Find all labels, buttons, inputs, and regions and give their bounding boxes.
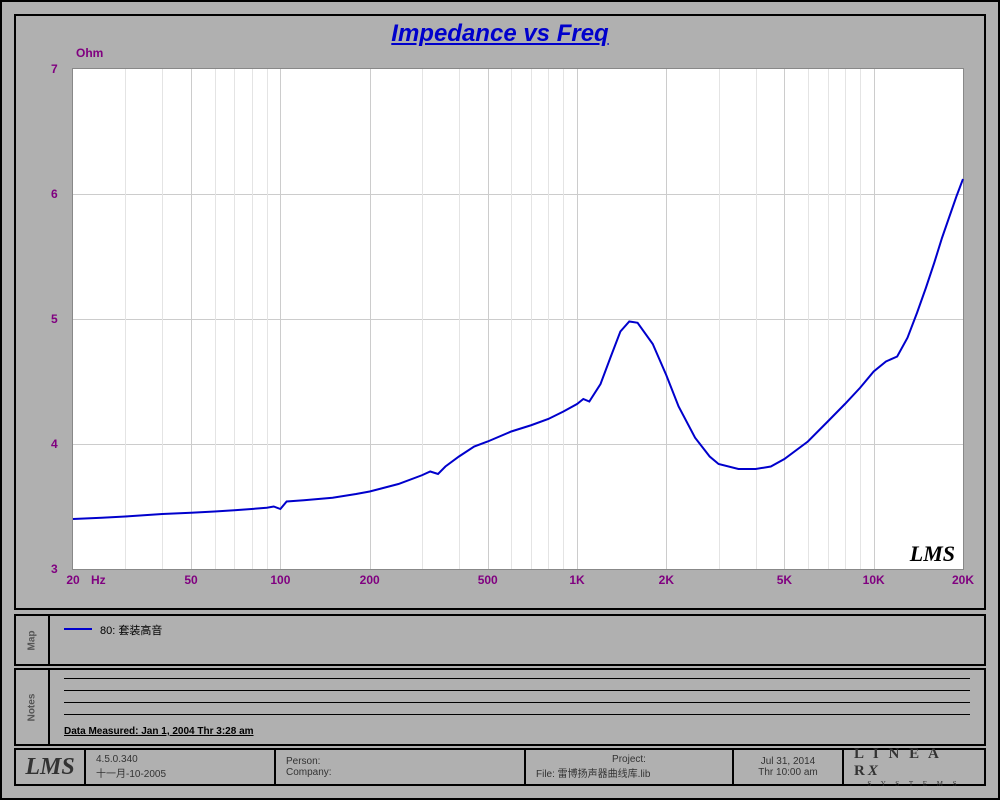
footer-project-file: Project: File: 雷博扬声器曲线库.lib — [526, 750, 734, 784]
window-frame: Impedance vs Freq Ohm 345672050100200500… — [0, 0, 1000, 800]
footer-file-label: File: 雷博扬声器曲线库.lib — [536, 765, 650, 780]
footer-date: Jul 31, 2014 Thr 10:00 am — [734, 750, 844, 784]
footer-brand-sub: S Y S T E M S — [867, 780, 960, 788]
footer-version-line1: 4.5.0.340 — [96, 754, 264, 765]
chart-title: Impedance vs Freq — [16, 16, 984, 50]
x-tick-label: 1K — [569, 573, 584, 587]
notes-rule — [64, 714, 970, 715]
notes-tab: Notes — [16, 670, 50, 744]
x-tick-label: 20K — [952, 573, 974, 587]
notes-rule — [64, 702, 970, 703]
notes-content: Data Measured: Jan 1, 2004 Thr 3:28 am — [50, 670, 984, 744]
y-tick-label: 6 — [51, 187, 58, 201]
x-axis-unit: Hz — [91, 573, 106, 587]
y-tick-label: 7 — [51, 62, 58, 76]
x-tick-label: 500 — [478, 573, 498, 587]
notes-rule — [64, 690, 970, 691]
footer-version-line2: 十一月-10-2005 — [96, 765, 264, 780]
notes-measured-text: Data Measured: Jan 1, 2004 Thr 3:28 am — [64, 726, 970, 737]
plot-wrap: 3456720501002005001K2K5K10K20KHzLMS — [72, 54, 964, 584]
x-tick-label: 100 — [270, 573, 290, 587]
y-tick-label: 4 — [51, 437, 58, 451]
notes-panel: Notes Data Measured: Jan 1, 2004 Thr 3:2… — [14, 668, 986, 746]
legend-swatch — [64, 628, 92, 630]
x-tick-label: 10K — [863, 573, 885, 587]
watermark-text: LMS — [910, 541, 955, 567]
footer-version: 4.5.0.340 十一月-10-2005 — [86, 750, 276, 784]
footer-logo: LMS — [16, 750, 86, 784]
footer-date-line2: Thr 10:00 am — [758, 767, 817, 778]
legend-content: 80: 套装高音 — [50, 616, 984, 664]
footer-brand: L I N E A RX S Y S T E M S — [844, 750, 984, 784]
legend-tab-label: Map — [27, 630, 38, 650]
footer-panel: LMS 4.5.0.340 十一月-10-2005 Person: Compan… — [14, 748, 986, 786]
legend-tab: Map — [16, 616, 50, 664]
x-tick-label: 2K — [659, 573, 674, 587]
y-tick-label: 3 — [51, 562, 58, 576]
x-tick-label: 200 — [360, 573, 380, 587]
footer-project-label: Project: — [612, 754, 646, 765]
plot-area: 3456720501002005001K2K5K10K20KHzLMS — [72, 68, 964, 570]
y-tick-label: 5 — [51, 312, 58, 326]
legend-panel: Map 80: 套装高音 — [14, 614, 986, 666]
x-tick-label: 20 — [66, 573, 79, 587]
x-tick-label: 50 — [184, 573, 197, 587]
notes-tab-label: Notes — [26, 693, 37, 721]
footer-brand-main: L I N E A RX — [854, 746, 974, 780]
chart-panel: Impedance vs Freq Ohm 345672050100200500… — [14, 14, 986, 610]
notes-rule — [64, 678, 970, 679]
impedance-curve — [73, 69, 963, 569]
footer-person-company: Person: Company: — [276, 750, 526, 784]
footer-company-label: Company: — [286, 767, 332, 778]
footer-person-label: Person: — [286, 756, 320, 767]
x-tick-label: 5K — [777, 573, 792, 587]
footer-date-line1: Jul 31, 2014 — [761, 756, 816, 767]
legend-item-label: 80: 套装高音 — [100, 622, 162, 638]
